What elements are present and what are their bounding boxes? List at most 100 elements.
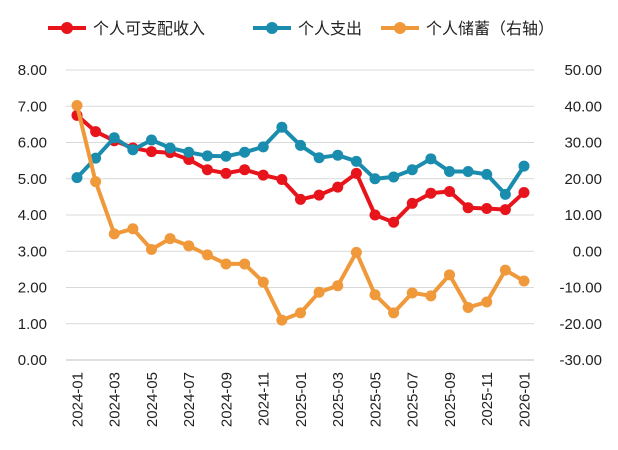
series-3 [71, 100, 530, 326]
x-tick-label: 2024-07 [181, 372, 198, 427]
data-point [276, 173, 288, 185]
y-right-tick-label: 10.00 [564, 207, 602, 224]
data-point [369, 289, 381, 301]
y-left-tick-label: 0.00 [18, 352, 47, 369]
x-tick-label: 2025-07 [405, 372, 422, 427]
data-point [481, 202, 493, 214]
x-tick-label: 2024-03 [107, 372, 124, 427]
series-line [75, 113, 526, 225]
y-right-tick-label: -30.00 [559, 352, 602, 369]
legend-item: 个人可支配收入 [48, 19, 205, 38]
data-point [406, 287, 418, 299]
data-point [276, 314, 288, 326]
x-tick-label: 2025-03 [330, 372, 347, 427]
series-line [75, 125, 526, 197]
y-left-tick-label: 6.00 [18, 135, 47, 152]
data-point [518, 187, 530, 199]
data-point [350, 155, 362, 167]
data-point [164, 142, 176, 154]
y-right-tick-label: -20.00 [559, 316, 602, 333]
data-point [313, 152, 325, 164]
data-point [71, 172, 83, 184]
y-left-tick-label: 7.00 [18, 98, 47, 115]
data-point [220, 150, 232, 162]
data-point [406, 164, 418, 176]
x-tick-label: 2025-01 [293, 372, 310, 427]
data-point [257, 169, 269, 181]
data-point [406, 197, 418, 209]
data-point [481, 168, 493, 180]
data-point [201, 150, 213, 162]
data-point [499, 204, 511, 216]
data-point [146, 146, 157, 158]
series-2 [71, 121, 530, 200]
x-tick-label: 2025-11 [479, 372, 496, 426]
data-point [369, 173, 381, 185]
x-tick-label: 2024-05 [144, 372, 161, 427]
data-point [444, 166, 455, 177]
data-point [71, 100, 83, 112]
y-left-tick-label: 8.00 [18, 62, 47, 79]
series-1 [71, 109, 530, 228]
data-point [350, 246, 362, 258]
x-tick-label: 2025-09 [442, 372, 459, 427]
data-point [108, 132, 120, 144]
x-tick-label: 2026-01 [516, 372, 533, 427]
data-point [425, 187, 437, 199]
y-right-tick-label: 0.00 [573, 243, 602, 260]
data-point [499, 264, 511, 276]
data-point [90, 126, 102, 138]
data-point [388, 307, 400, 319]
x-tick-label: 2025-05 [367, 372, 384, 427]
legend-item: 个人储蓄（右轴） [381, 19, 554, 38]
data-point [127, 223, 139, 235]
axes: 0.00 1.00 2.00 3.00 4.00 5.00 6.00 7.00 8.00 -30.… [18, 62, 602, 427]
data-point [127, 144, 139, 156]
data-point [108, 228, 120, 240]
y-right-tick-label: 30.00 [564, 135, 602, 152]
y-left-tick-label: 1.00 [18, 316, 47, 333]
x-tick-label: 2024-09 [218, 372, 235, 427]
legend-label: 个人可支配收入 [93, 19, 205, 38]
data-point [313, 189, 325, 201]
data-point [257, 276, 269, 288]
data-point [313, 286, 325, 298]
x-tick-label: 2024-01 [69, 372, 86, 427]
data-point [146, 243, 157, 255]
legend-label: 个人储蓄（右轴） [426, 19, 554, 38]
data-point [239, 258, 251, 270]
y-right-tick-label: 20.00 [564, 171, 602, 188]
legend-swatch-marker [266, 22, 278, 34]
data-point [183, 240, 195, 252]
data-point [201, 164, 213, 176]
data-point [350, 167, 362, 179]
data-point [220, 167, 232, 179]
data-point [462, 166, 474, 177]
data-point [444, 269, 455, 281]
data-point [164, 233, 176, 245]
data-point [499, 188, 511, 200]
legend: 个人可支配收入 个人支出 个人储蓄（右轴） [48, 19, 554, 38]
data-point [220, 258, 232, 270]
data-point [388, 171, 400, 183]
data-point [90, 176, 102, 188]
data-point [239, 146, 251, 158]
data-point [90, 152, 102, 164]
y-right-tick-label: -10.00 [559, 280, 602, 297]
data-point [295, 139, 306, 151]
data-point [332, 181, 344, 193]
data-point [332, 149, 344, 161]
data-point [201, 249, 213, 261]
y-left-tick-label: 2.00 [18, 280, 47, 297]
legend-label: 个人支出 [298, 19, 362, 38]
y-left-tick-label: 4.00 [18, 207, 47, 224]
data-point [518, 160, 530, 172]
y-right-tick-label: 40.00 [564, 98, 602, 115]
data-point [369, 209, 381, 221]
y-left-tick-label: 3.00 [18, 243, 47, 260]
data-point [146, 134, 157, 146]
data-point [444, 185, 455, 197]
data-point [462, 301, 474, 313]
data-point [481, 296, 493, 308]
data-point [425, 153, 437, 165]
